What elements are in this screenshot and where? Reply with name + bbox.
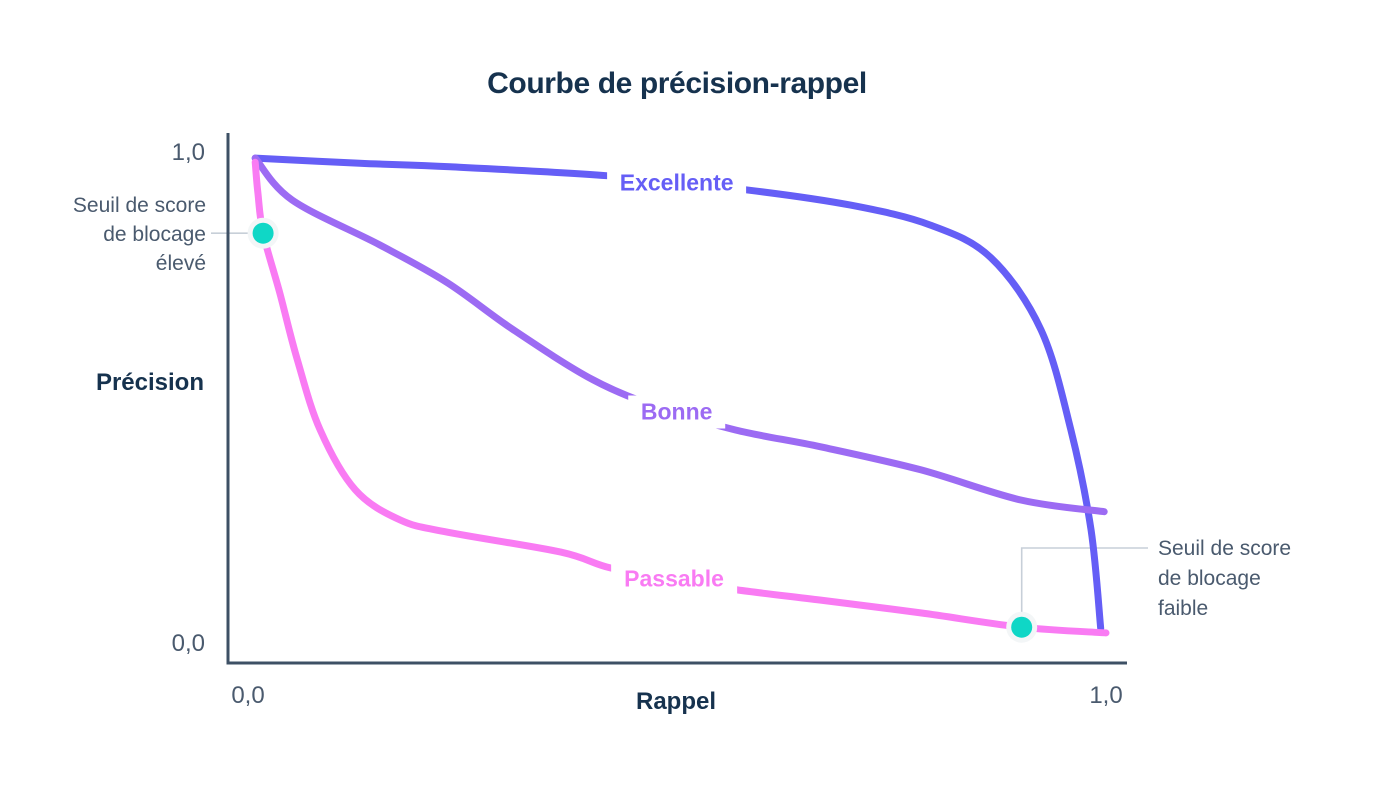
curve-excellente xyxy=(251,154,1105,632)
y-axis-label: Précision xyxy=(95,369,204,396)
curve-bonne xyxy=(251,154,1108,516)
annotation-text-line: Seuil de score xyxy=(1158,537,1292,560)
annotation-text-line: de blocage xyxy=(1158,567,1261,590)
curve-passable xyxy=(251,158,1110,637)
annotation-low-block-threshold: Seuil de score de blocage faible xyxy=(1158,534,1338,624)
curve-label-passable: Passable xyxy=(611,562,737,596)
y-axis-tick-min: 0,0 xyxy=(171,630,205,657)
seuil-faible-dot xyxy=(1011,616,1033,638)
chart-title: Courbe de précision-rappel xyxy=(487,67,867,100)
annotation-high-block-threshold: Seuil de score de blocage élevé xyxy=(0,191,206,278)
x-axis-tick-max: 1,0 xyxy=(1089,682,1123,709)
annotation-text-line: élevé xyxy=(155,252,206,275)
annotation-text-line: Seuil de score xyxy=(72,194,206,217)
x-axis-label: Rappel xyxy=(635,688,716,715)
y-axis-tick-max: 1,0 xyxy=(171,139,205,166)
connector-low-threshold xyxy=(1020,547,1148,628)
curve-label-bonne: Bonne xyxy=(627,395,726,429)
annotation-text-line: de blocage xyxy=(103,223,206,246)
x-axis-tick-min: 0,0 xyxy=(231,682,265,709)
seuil-eleve-dot xyxy=(252,222,274,244)
curve-label-excellente: Excellente xyxy=(606,166,747,200)
axes-lines xyxy=(226,133,1127,665)
annotation-text-line: faible xyxy=(1158,597,1209,620)
